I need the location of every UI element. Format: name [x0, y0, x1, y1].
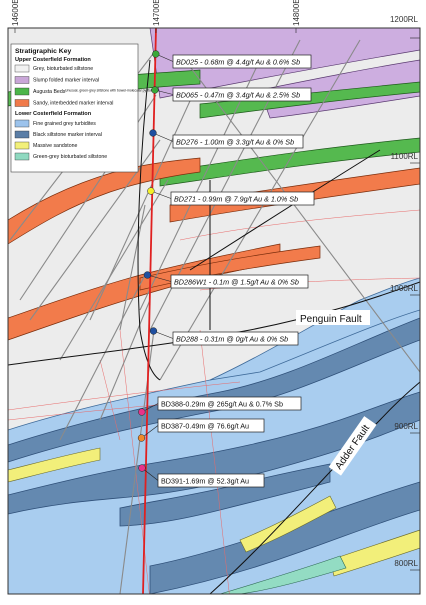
legend-swatch [14, 119, 30, 128]
intercept-annotations: BD025 - 0.68m @ 4.4g/t Au & 0.6% Sb BD065… [137, 50, 315, 488]
intercept: BD271 - 0.99m @ 7.9g/t Au & 1.0% Sb [147, 187, 315, 206]
legend-upper-heading: Upper Costerfield Formation [15, 57, 91, 63]
intercept-label: BD388-0.29m @ 265g/t Au & 0.7% Sb [161, 400, 283, 409]
rl-label: 1100RL [391, 152, 419, 161]
penguin-fault-label-bg [296, 310, 370, 325]
bounding-fault-left [137, 59, 161, 381]
legend-swatch [14, 64, 30, 73]
easting-labels: 14600E 14700E 14800E [11, 0, 301, 26]
penguin-fault-trace [8, 281, 420, 366]
section-frame [7, 27, 421, 595]
rl-label: 800RL [394, 559, 418, 568]
penguin-fault-label: Penguin Fault [300, 314, 362, 325]
intercept-label-box [172, 54, 312, 69]
rl-label: 900RL [394, 422, 418, 431]
intercept-label-box [172, 134, 304, 149]
augusta-band-3 [159, 137, 420, 187]
legend-swatch [14, 87, 30, 96]
legend-upper-items: Grey, bioturbated siltstone Slump folded … [14, 64, 152, 107]
intercept-marker [138, 464, 146, 472]
green-grey-siltstone [219, 555, 347, 594]
intercept-label: BD065 - 0.47m @ 3.4g/t Au & 2.5% Sb [176, 91, 300, 100]
intercept: BD025 - 0.68m @ 4.4g/t Au & 0.6% Sb [152, 50, 312, 69]
intercept: BD286W1 - 0.1m @ 1.5g/t Au & 0% Sb [143, 271, 309, 289]
intercept: BD388-0.29m @ 265g/t Au & 0.7% Sb [138, 396, 302, 416]
legend-label: Augusta Beds [33, 89, 66, 95]
main-drill-trace [142, 27, 157, 595]
intercept-label: BD387-0.49m @ 76.6g/t Au [161, 422, 249, 431]
intercept-leader [147, 274, 172, 282]
legend-title: Stratigraphic Key [15, 48, 71, 55]
rl-labels: 1200RL 1100RL 1000RL 900RL 800RL [390, 15, 419, 568]
easting-label: 14800E [292, 0, 301, 26]
black-siltstone-band-2 [8, 391, 420, 515]
intercept-marker [151, 86, 159, 94]
intercept-label: BD025 - 0.68m @ 4.4g/t Au & 0.6% Sb [176, 58, 300, 67]
intercept: BD288 - 0.31m @ 0g/t Au & 0% Sb [149, 327, 299, 346]
easting-label: 14600E [11, 0, 20, 26]
intercept-marker [149, 327, 158, 335]
intercept-label-box [157, 418, 265, 433]
adder-fault-label-bg [328, 416, 377, 476]
intercept-label: BD276 - 1.00m @ 3.3g/t Au & 0% Sb [176, 138, 294, 147]
stratigraphic-legend: Stratigraphic Key Upper Costerfield Form… [10, 43, 152, 173]
intercept-marker [137, 434, 146, 442]
intercept-label: BD288 - 0.31m @ 0g/t Au & 0% Sb [176, 335, 288, 344]
massive-sandstone-2 [239, 495, 337, 553]
intercept-marker [152, 50, 160, 58]
legend-swatch [14, 152, 30, 161]
legend-lower-heading: Lower Costerfield Formation [15, 111, 92, 117]
legend-label: Sandy, interbedded marker interval [33, 101, 113, 107]
intercept-marker [143, 271, 152, 279]
legend-label: Grey, bioturbated siltstone [33, 66, 93, 72]
intercept-label: BD286W1 - 0.1m @ 1.5g/t Au & 0% Sb [174, 278, 299, 287]
intercept-marker [147, 187, 155, 195]
intercept-label-box [172, 87, 312, 102]
intercept-label-box [157, 473, 265, 488]
legend-label: Green-grey bioturbated siltstone [33, 154, 107, 160]
rl-label: 1200RL [390, 15, 419, 24]
legend-label: Black siltstone marker interval [33, 132, 102, 138]
legend-lower-items: Fine grained grey turbidites Black siltst… [14, 119, 107, 161]
legend-box [10, 43, 139, 173]
black-siltstone-lens [119, 463, 331, 527]
intercept-marker [138, 408, 146, 416]
massive-sandstone-1 [8, 447, 101, 483]
intercept-label-box [170, 191, 315, 206]
legend-swatch [14, 76, 30, 84]
intercept: BD276 - 1.00m @ 3.3g/t Au & 0% Sb [149, 129, 304, 149]
legend-swatch [14, 141, 30, 150]
easting-label: 14700E [152, 0, 161, 26]
intercept-label-box [170, 274, 309, 289]
intercept-label-box [157, 396, 302, 411]
intercept: BD391-1.69m @ 52.3g/t Au [138, 464, 265, 488]
rl-label: 1000RL [390, 284, 419, 293]
massive-sandstone-3 [329, 529, 420, 577]
legend-label: Fine grained grey turbidites [33, 121, 96, 127]
legend-note: Unusual, green-grey siltstone with bowel… [65, 89, 152, 93]
intercept-marker [149, 129, 157, 137]
intercept: BD065 - 0.47m @ 3.4g/t Au & 2.5% Sb [151, 86, 312, 102]
legend-label: Massive sandstone [33, 143, 78, 149]
grid-ticks [14, 28, 420, 571]
intercept-label-box [172, 331, 299, 346]
intercept-label: BD391-1.69m @ 52.3g/t Au [161, 477, 249, 486]
legend-swatch [14, 130, 30, 139]
legend-swatch [14, 99, 30, 107]
intercept-label: BD271 - 0.99m @ 7.9g/t Au & 1.0% Sb [174, 195, 298, 204]
intercept: BD387-0.49m @ 76.6g/t Au [137, 418, 265, 442]
legend-label: Slump folded marker interval [33, 78, 99, 84]
